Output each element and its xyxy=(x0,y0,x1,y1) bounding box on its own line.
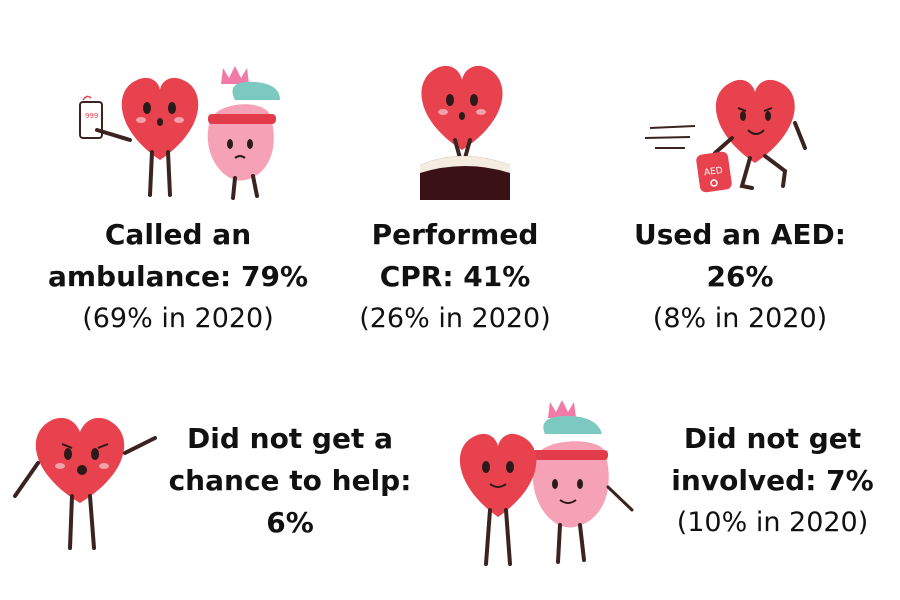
stat-label-line: Used an AED: xyxy=(634,218,846,251)
running-heart-with-aed-icon: AED xyxy=(640,68,810,198)
stat-used-aed: Used an AED: 26% (8% in 2020) xyxy=(620,214,860,340)
heart-with-phone-and-pink-heart-icon: 999 xyxy=(75,60,290,200)
two-hearts-icon xyxy=(450,392,640,570)
phone-screen-text: 999 xyxy=(85,112,98,120)
waving-heart-icon xyxy=(10,408,160,558)
stat-comparison: (8% in 2020) xyxy=(652,303,828,334)
stat-comparison: (26% in 2020) xyxy=(359,303,551,334)
heart-doing-cpr-icon xyxy=(410,60,515,200)
stat-label-line: 26% xyxy=(706,260,774,293)
stat-label-line: Performed xyxy=(371,218,539,251)
stat-performed-cpr: Performed CPR: 41% (26% in 2020) xyxy=(340,214,570,340)
stat-label-line: Did not get a xyxy=(187,422,393,455)
stat-label-line: 6% xyxy=(266,506,314,539)
stat-label-line: involved: 7% xyxy=(671,464,874,497)
stat-label-line: chance to help: xyxy=(168,464,412,497)
stat-label-line: CPR: 41% xyxy=(379,260,531,293)
stat-comparison: (69% in 2020) xyxy=(82,303,274,334)
stat-label-line: ambulance: 79% xyxy=(47,260,309,293)
stat-not-involved: Did not get involved: 7% (10% in 2020) xyxy=(655,418,890,544)
stat-label-line: Called an xyxy=(104,218,252,251)
stat-called-ambulance: Called an ambulance: 79% (69% in 2020) xyxy=(30,214,326,340)
stat-label-line: Did not get xyxy=(683,422,862,455)
stat-comparison: (10% in 2020) xyxy=(676,507,869,538)
stat-no-chance-to-help: Did not get a chance to help: 6% xyxy=(155,418,425,544)
aed-label: AED xyxy=(703,166,723,179)
